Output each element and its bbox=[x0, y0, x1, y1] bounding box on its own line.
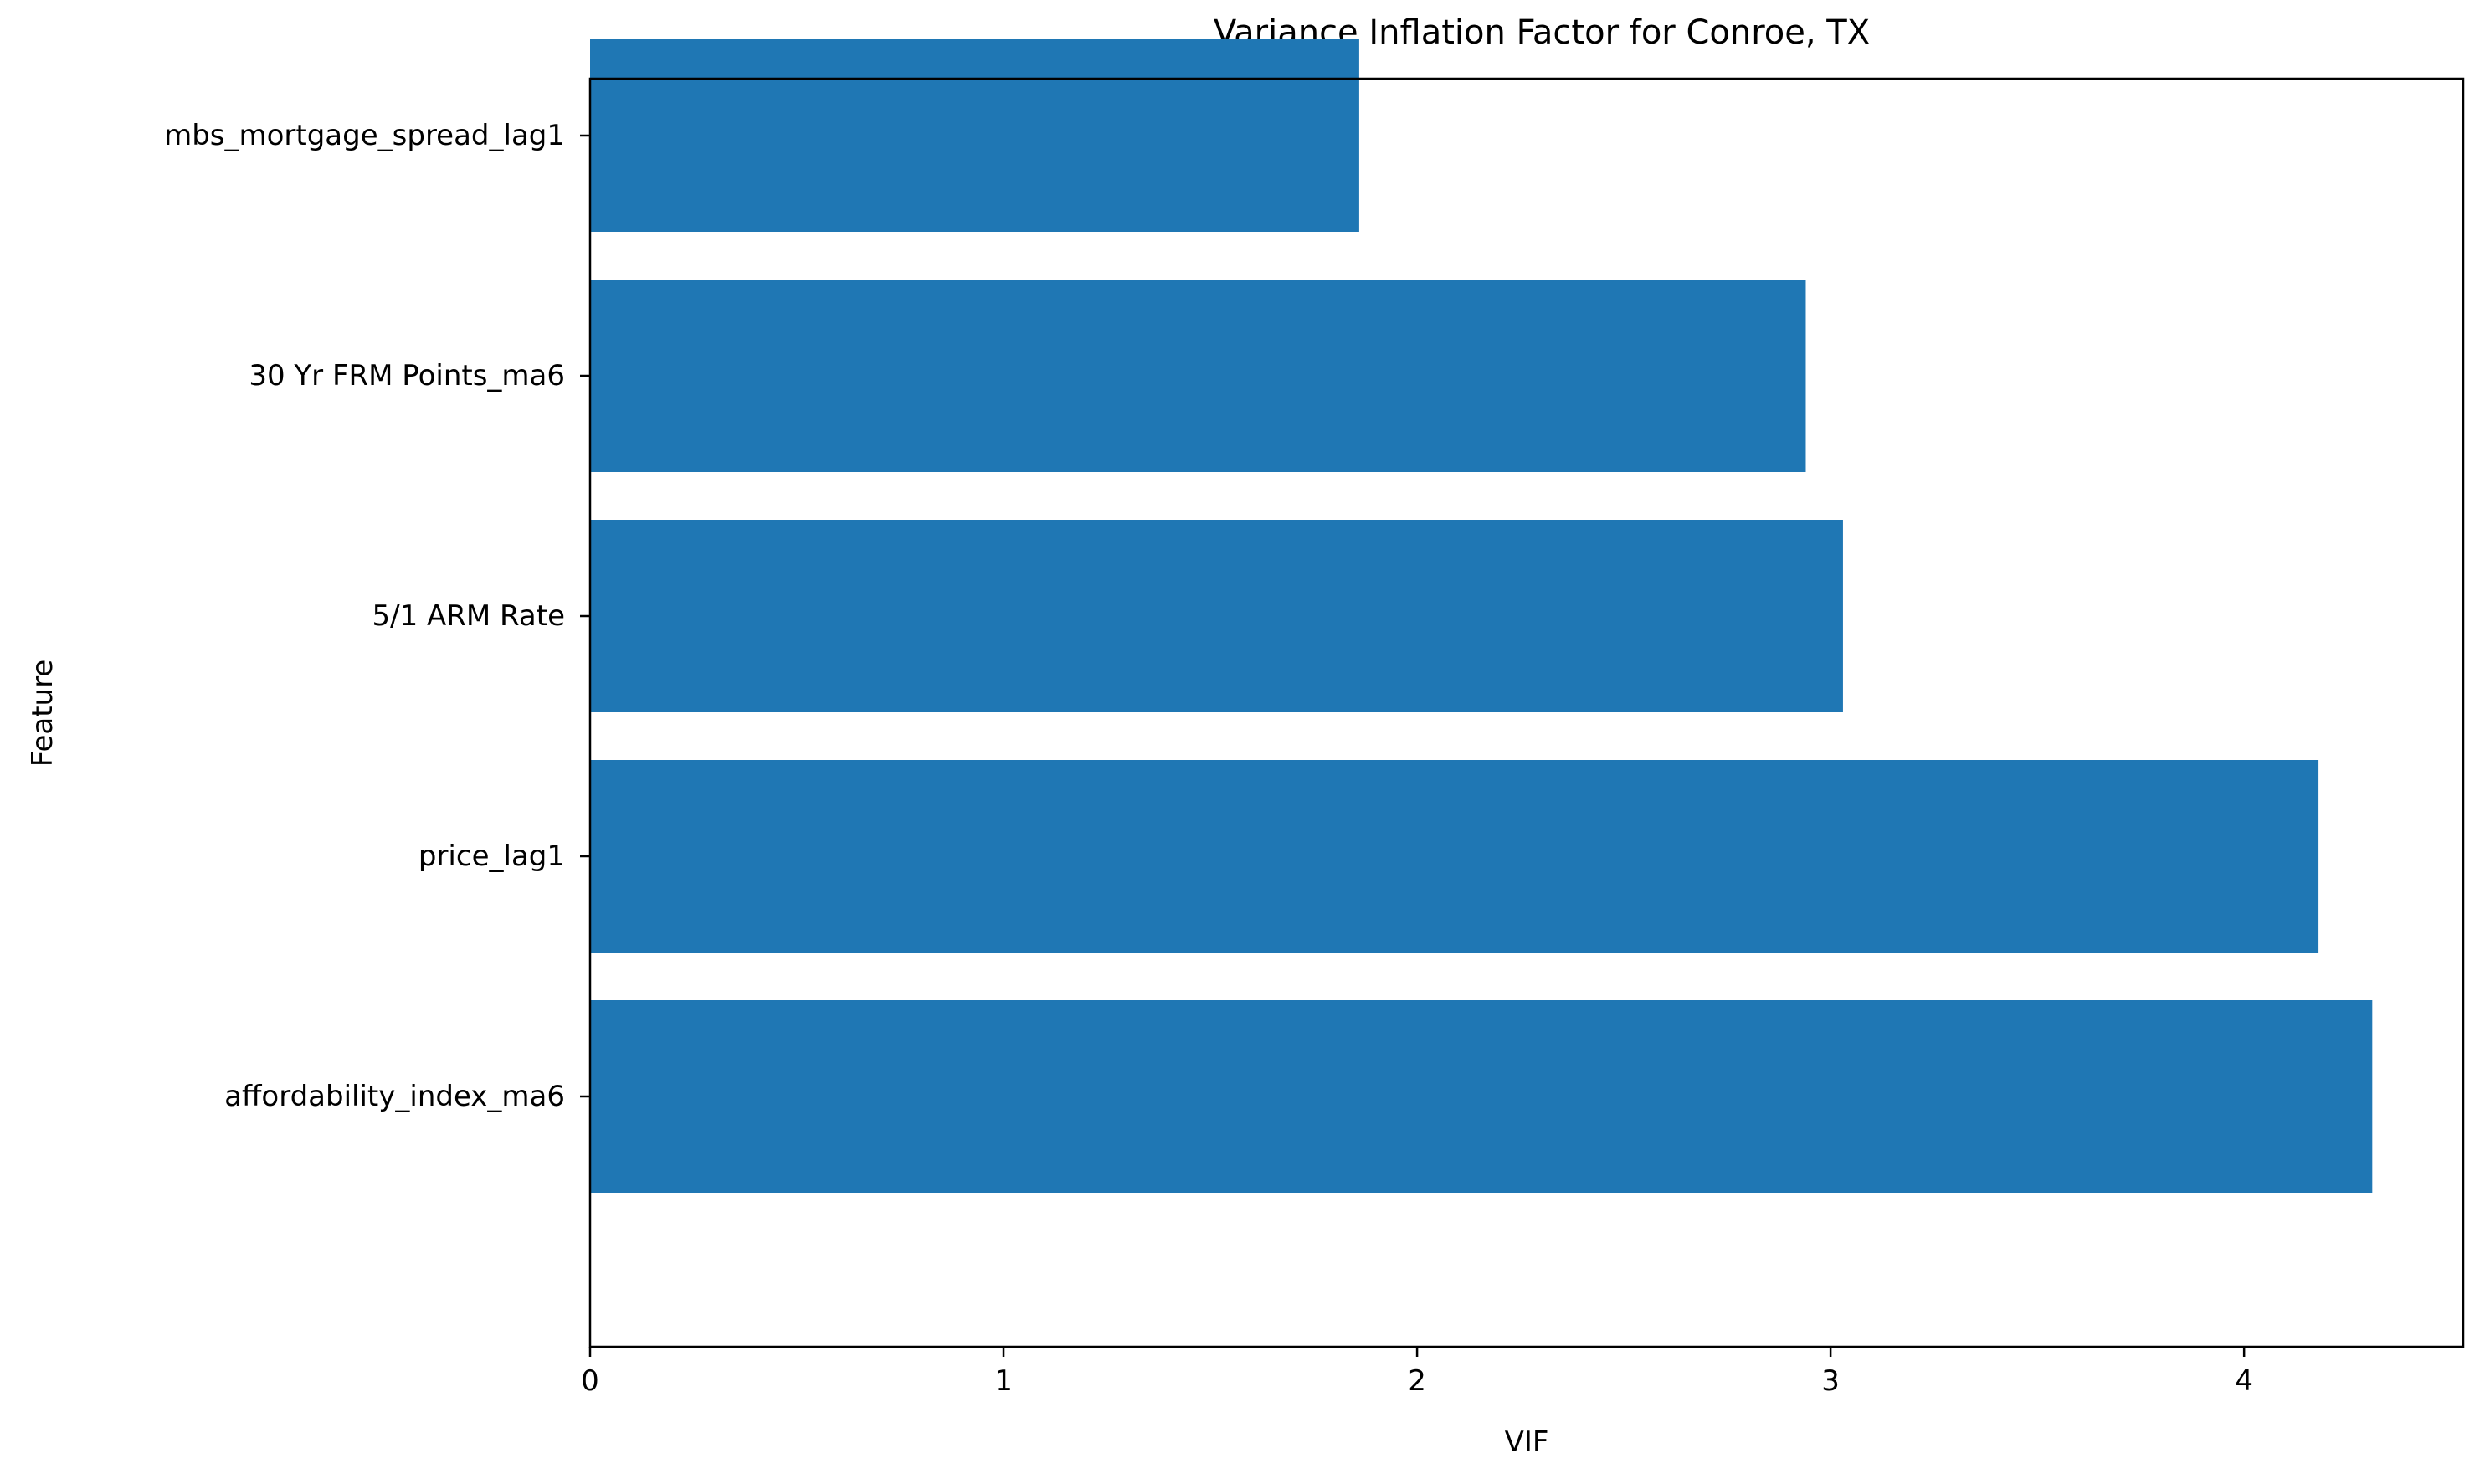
x-tick-label: 2 bbox=[1408, 1364, 1426, 1398]
x-tick-label: 3 bbox=[1821, 1364, 1840, 1398]
y-tick-label: price_lag1 bbox=[418, 840, 565, 873]
y-axis-ticks: affordability_index_ma6 price_lag1 5/1 ARM… bbox=[164, 119, 590, 1113]
bar-0 bbox=[590, 1000, 2373, 1193]
x-axis-ticks: 0 1 2 3 4 bbox=[581, 1347, 2253, 1398]
y-tick-label: 5/1 ARM Rate bbox=[372, 599, 565, 633]
y-axis-label: Feature bbox=[26, 660, 59, 767]
bar-3 bbox=[590, 280, 1806, 472]
y-tick-label: affordability_index_ma6 bbox=[224, 1080, 565, 1113]
plot-frame bbox=[588, 77, 2465, 1348]
bars-layer bbox=[590, 39, 2373, 1193]
y-tick-label: 30 Yr FRM Points_ma6 bbox=[249, 359, 565, 393]
x-tick-label: 4 bbox=[2235, 1364, 2253, 1398]
x-axis-label: VIF bbox=[1505, 1425, 1549, 1459]
bar-2 bbox=[590, 520, 1843, 712]
x-tick-label: 0 bbox=[581, 1364, 599, 1398]
y-tick-label: mbs_mortgage_spread_lag1 bbox=[164, 119, 565, 152]
x-tick-label: 1 bbox=[994, 1364, 1013, 1398]
bar-1 bbox=[590, 760, 2319, 953]
bar-4 bbox=[590, 39, 1359, 232]
